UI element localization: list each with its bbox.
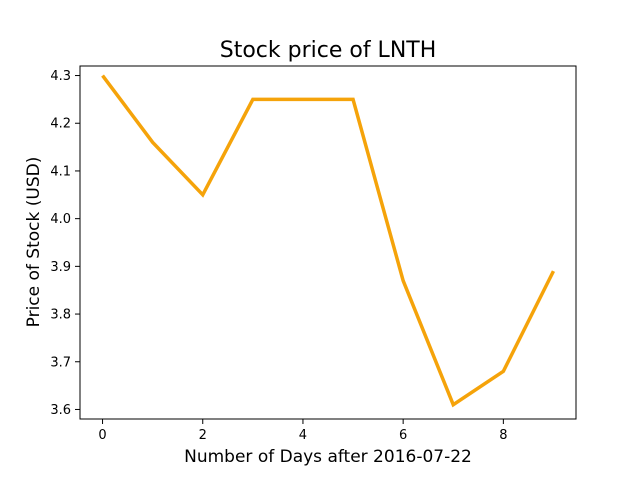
plot-area	[101, 74, 556, 408]
y-tick-label: 4.3	[50, 69, 71, 84]
y-tick-label: 3.6	[50, 403, 71, 418]
x-tick-label: 4	[299, 428, 307, 443]
plot-frame	[79, 65, 577, 420]
x-axis-label: Number of Days after 2016-07-22	[184, 447, 472, 467]
y-axis-label: Price of Stock (USD)	[24, 157, 44, 328]
series-line-0	[101, 74, 556, 408]
y-tick-label: 3.9	[50, 260, 71, 275]
x-tick-label: 8	[499, 428, 507, 443]
x-tick-label: 0	[98, 428, 106, 443]
y-tick-label: 3.7	[50, 355, 71, 370]
x-tick-label: 2	[199, 428, 207, 443]
y-tick-label: 4.0	[50, 212, 71, 227]
y-tick-label: 3.8	[50, 308, 71, 323]
y-tick-label: 4.1	[50, 164, 71, 179]
chart-title: Stock price of LNTH	[220, 38, 437, 63]
y-tick-label: 4.2	[50, 117, 71, 132]
y-axis: 3.6 3.7 3.8 3.9 4.0 4.1 4.2 4.3	[50, 69, 80, 418]
x-axis: 0 2 4 6 8	[98, 419, 507, 443]
x-tick-label: 6	[399, 428, 407, 443]
